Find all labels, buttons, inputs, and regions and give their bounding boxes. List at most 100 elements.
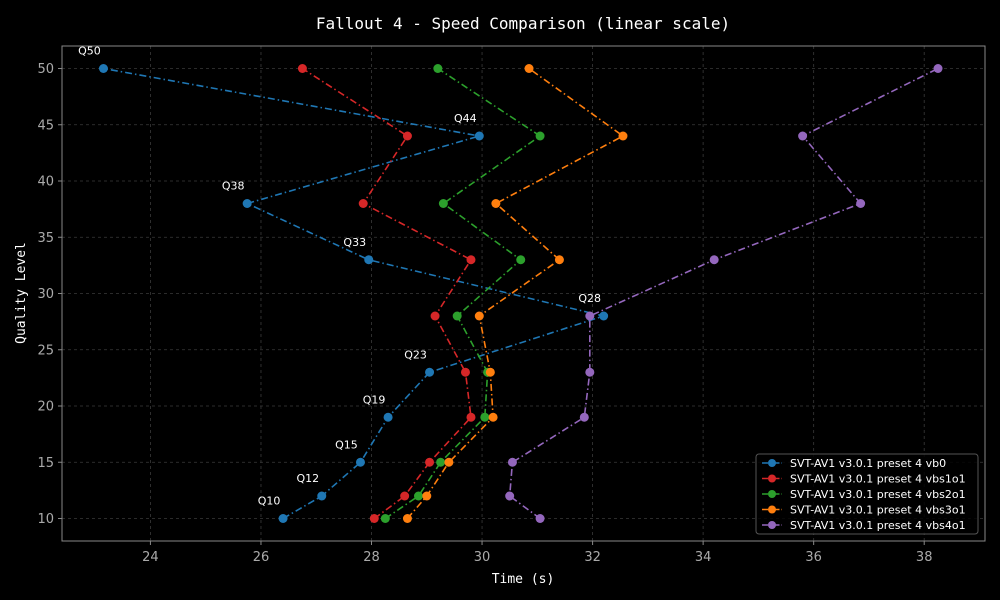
legend-box bbox=[755, 453, 979, 535]
point-annotation: Q50 bbox=[78, 45, 101, 58]
data-point bbox=[242, 199, 252, 208]
legend-entry-label: SVT-AV1 v3.0.1 preset 4 vbs1o1 bbox=[790, 473, 966, 486]
data-point bbox=[436, 457, 446, 467]
legend-entry-label: SVT-AV1 v3.0.1 preset 4 vbs3o1 bbox=[790, 504, 966, 517]
data-point bbox=[466, 412, 476, 422]
data-point bbox=[488, 412, 498, 422]
data-point bbox=[798, 131, 808, 141]
series-line-3 bbox=[406, 67, 625, 520]
data-point bbox=[505, 491, 515, 501]
series-line-2 bbox=[384, 67, 542, 520]
data-point bbox=[369, 514, 379, 523]
data-point bbox=[438, 199, 448, 208]
data-point bbox=[933, 64, 943, 73]
data-point bbox=[380, 514, 390, 523]
data-point bbox=[297, 64, 307, 73]
y-tick-label: 25 bbox=[37, 343, 54, 358]
series-lines bbox=[103, 67, 939, 520]
data-point bbox=[444, 457, 454, 467]
data-point bbox=[355, 457, 365, 467]
data-point bbox=[579, 412, 589, 422]
x-tick-label: 34 bbox=[695, 550, 712, 565]
legend-entry-label: SVT-AV1 v3.0.1 preset 4 vbs4o1 bbox=[790, 519, 966, 532]
series-line-0 bbox=[103, 67, 607, 520]
data-point bbox=[402, 131, 412, 141]
legend-swatch-marker bbox=[768, 505, 776, 514]
data-point bbox=[452, 311, 462, 321]
x-tick-label: 26 bbox=[253, 550, 270, 565]
x-axis-label: Time (s) bbox=[492, 572, 555, 587]
y-tick-label: 35 bbox=[37, 231, 54, 246]
data-point bbox=[474, 131, 484, 141]
x-tick-label: 36 bbox=[805, 550, 822, 565]
data-point bbox=[413, 491, 423, 501]
legend: SVT-AV1 v3.0.1 preset 4 vb0 SVT-AV1 v3.0.… bbox=[755, 453, 979, 535]
series-line-1 bbox=[301, 67, 473, 520]
data-point bbox=[474, 311, 484, 321]
data-point bbox=[425, 457, 435, 467]
point-annotation: Q44 bbox=[454, 112, 477, 125]
chart-title: Fallout 4 - Speed Comparison (linear sca… bbox=[316, 14, 730, 33]
data-point bbox=[400, 491, 410, 501]
data-point bbox=[554, 255, 564, 265]
data-point bbox=[402, 514, 412, 523]
y-tick-label: 45 bbox=[37, 118, 54, 133]
point-annotation: Q38 bbox=[222, 180, 245, 193]
y-tick-label: 15 bbox=[37, 456, 54, 471]
x-tick-label: 38 bbox=[916, 550, 933, 565]
point-annotation: Q19 bbox=[363, 393, 386, 406]
data-point bbox=[317, 491, 327, 501]
legend-swatch-marker bbox=[768, 490, 776, 498]
axis-ticks: 24 26 28 30 32 34 36 38 10 15 20 25 30 35 40 45 50 bbox=[37, 62, 932, 565]
point-annotation: Q23 bbox=[404, 348, 427, 361]
y-tick-label: 50 bbox=[37, 62, 54, 77]
data-point bbox=[709, 255, 719, 265]
legend-swatch-marker bbox=[768, 459, 776, 467]
point-annotations: Q10 Q12 Q15 Q19 Q23 Q28 Q33 Q38 Q44 Q50 bbox=[78, 45, 601, 508]
data-point bbox=[430, 311, 440, 321]
data-point bbox=[516, 255, 526, 265]
point-annotation: Q15 bbox=[335, 438, 358, 451]
y-tick-label: 10 bbox=[37, 512, 54, 527]
data-point bbox=[535, 514, 545, 523]
series-line-4 bbox=[508, 67, 939, 520]
x-tick-label: 24 bbox=[142, 550, 159, 565]
data-point bbox=[358, 199, 368, 208]
data-point bbox=[480, 412, 490, 422]
y-tick-label: 20 bbox=[37, 400, 54, 415]
data-point bbox=[460, 367, 470, 377]
data-point bbox=[485, 367, 495, 377]
legend-entry-label: SVT-AV1 v3.0.1 preset 4 vb0 bbox=[790, 457, 946, 470]
legend-entry-label: SVT-AV1 v3.0.1 preset 4 vbs2o1 bbox=[790, 488, 966, 501]
data-point bbox=[585, 367, 595, 377]
x-tick-label: 30 bbox=[474, 550, 491, 565]
data-point bbox=[278, 514, 288, 523]
data-point bbox=[425, 367, 435, 377]
data-point bbox=[585, 311, 595, 321]
legend-swatch-marker bbox=[768, 521, 776, 529]
x-tick-label: 28 bbox=[363, 550, 380, 565]
data-point bbox=[383, 412, 393, 422]
y-tick-label: 40 bbox=[37, 175, 54, 190]
data-point bbox=[364, 255, 374, 265]
data-point bbox=[466, 255, 476, 265]
data-point bbox=[524, 64, 534, 73]
y-axis-label: Quality Level bbox=[14, 242, 29, 344]
legend-swatch-marker bbox=[768, 474, 776, 483]
point-annotation: Q28 bbox=[578, 292, 601, 305]
data-point bbox=[98, 64, 108, 73]
data-point bbox=[856, 199, 866, 208]
point-annotation: Q33 bbox=[343, 236, 366, 249]
data-point bbox=[422, 491, 432, 501]
data-point bbox=[535, 131, 545, 141]
x-tick-label: 32 bbox=[584, 550, 601, 565]
series-markers bbox=[98, 64, 943, 523]
data-point bbox=[618, 131, 628, 141]
point-annotation: Q10 bbox=[258, 495, 281, 508]
data-point bbox=[599, 311, 609, 321]
data-point bbox=[433, 64, 443, 73]
data-point bbox=[491, 199, 501, 208]
data-point bbox=[507, 457, 517, 467]
point-annotation: Q12 bbox=[296, 472, 319, 485]
